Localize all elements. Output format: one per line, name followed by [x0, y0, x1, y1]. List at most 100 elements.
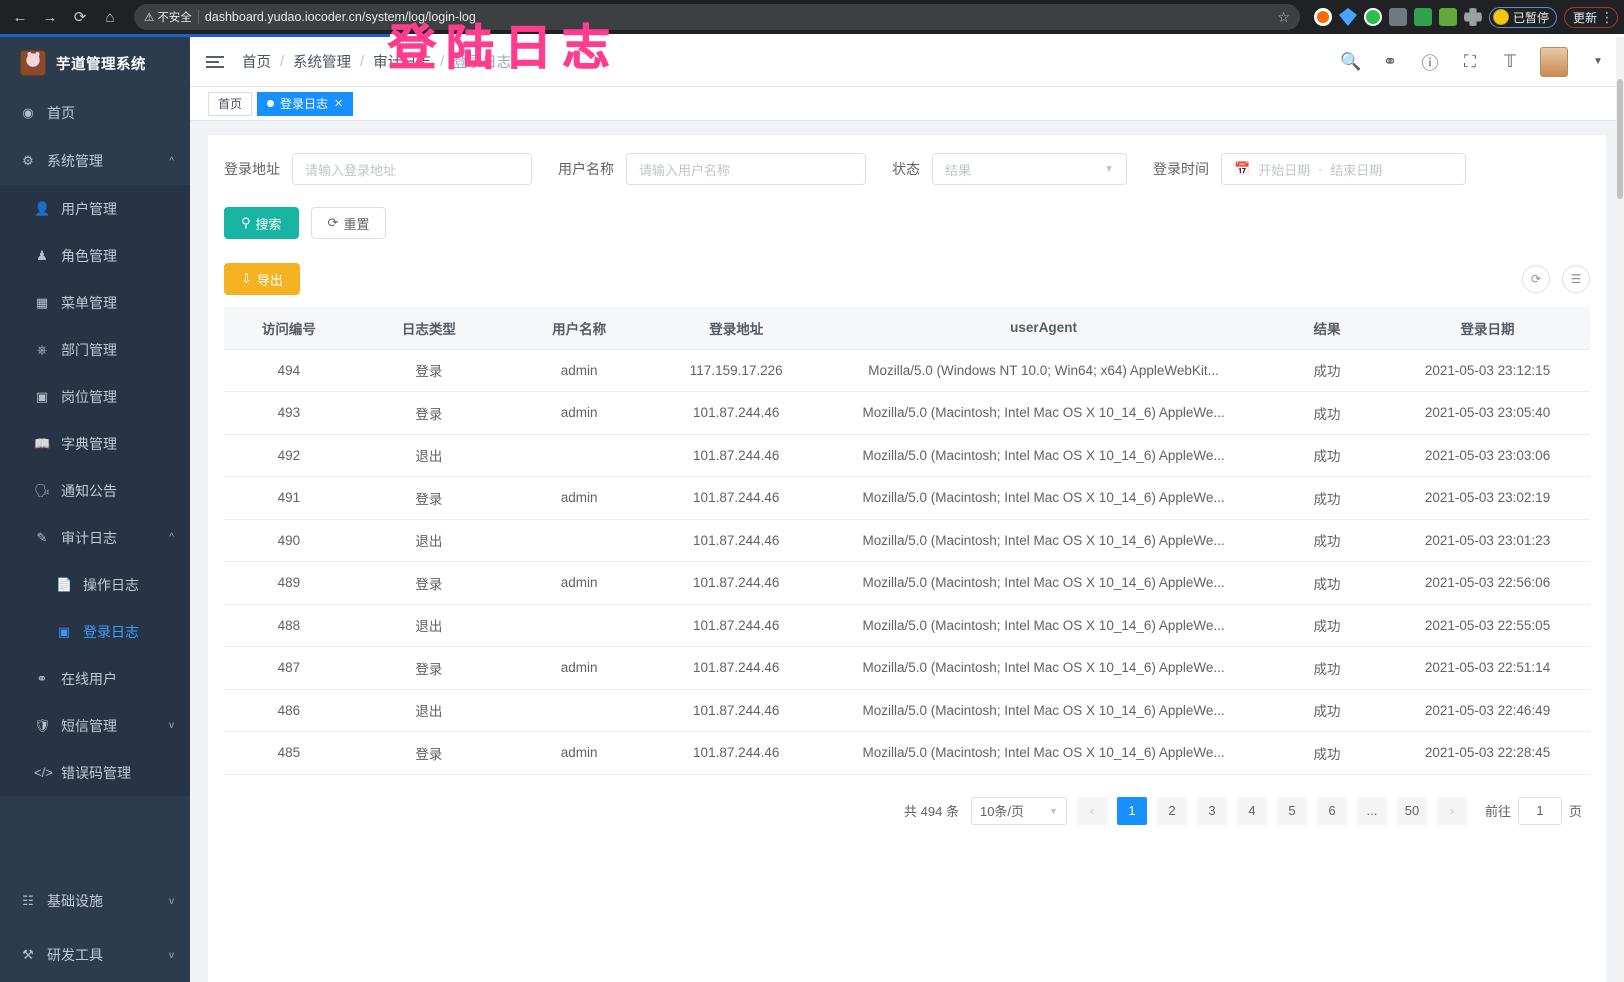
column-header-result[interactable]: 结果 [1268, 307, 1386, 350]
sidebar-item-error-codes[interactable]: </> 错误码管理 [0, 749, 190, 796]
page-button-5[interactable]: 5 [1276, 796, 1307, 825]
close-icon[interactable]: ✕ [334, 98, 344, 110]
github-icon[interactable]: ⚭ [1382, 51, 1398, 71]
cell-user: admin [504, 476, 655, 520]
filter-form: 登录地址 请输入登录地址 用户名称 请输入用户名称 状态 [224, 153, 1590, 185]
paused-status-badge[interactable]: 已暂停 [1488, 6, 1557, 28]
chevron-down-icon[interactable]: ▼ [1593, 56, 1603, 67]
shield-icon: 🛡 [34, 717, 51, 733]
sidebar-item-label: 错误码管理 [61, 764, 131, 781]
prev-page-button[interactable]: ‹ [1076, 796, 1107, 825]
forward-arrow-icon[interactable]: → [42, 8, 58, 26]
table-row[interactable]: 485 登录 admin 101.87.244.46 Mozilla/5.0 (… [224, 731, 1590, 775]
cell-date: 2021-05-03 22:55:05 [1385, 604, 1590, 647]
column-header-ip[interactable]: 登录地址 [654, 307, 819, 350]
table-row[interactable]: 492 退出 101.87.244.46 Mozilla/5.0 (Macint… [224, 434, 1590, 477]
warning-triangle-icon: ⚠ [144, 12, 155, 24]
sidebar-item-positions[interactable]: ▣ 岗位管理 [0, 373, 190, 420]
sidebar-item-audit-log[interactable]: ✎ 审计日志 ^ [0, 514, 190, 561]
sidebar-item-operation-log[interactable]: 📄 操作日志 [0, 561, 190, 608]
sidebar-item-home[interactable]: ◉ 首页 [0, 89, 190, 137]
sidebar-logo[interactable]: 芋道管理系统 [0, 37, 190, 89]
font-size-icon[interactable]: 𝕋 [1503, 51, 1517, 71]
sidebar-item-system[interactable]: ⚙ 系统管理 ^ [0, 137, 190, 185]
table-row[interactable]: 489 登录 admin 101.87.244.46 Mozilla/5.0 (… [224, 561, 1590, 605]
reload-icon[interactable]: ⟳ [73, 9, 87, 26]
address-bar[interactable]: ⚠ 不安全 dashboard.yudao.iocoder.cn/system/… [134, 4, 1300, 30]
extension-icon-bluebox[interactable] [1388, 8, 1407, 26]
page-button-50[interactable]: 50 [1396, 796, 1427, 825]
status-select[interactable]: 结果 ▼ [932, 153, 1127, 185]
breadcrumb-item-home[interactable]: 首页 [242, 55, 271, 71]
table-row[interactable]: 487 登录 admin 101.87.244.46 Mozilla/5.0 (… [224, 646, 1590, 690]
kebab-menu-icon[interactable]: ⋮ [1600, 8, 1614, 25]
page-scrollbar-track[interactable] [1616, 37, 1624, 982]
home-icon[interactable]: ⌂ [105, 8, 115, 26]
extension-icon-on[interactable] [1413, 8, 1432, 26]
page-button-2[interactable]: 2 [1156, 796, 1187, 825]
sidebar-item-menus[interactable]: ▦ 菜单管理 [0, 279, 190, 326]
sidebar-item-dictionary[interactable]: 📖 字典管理 [0, 420, 190, 467]
breadcrumb-item-system[interactable]: 系统管理 [293, 55, 352, 71]
sidebar-item-notices[interactable]: 🗣 通知公告 [0, 467, 190, 514]
jump-page-input[interactable] [1517, 796, 1562, 825]
table-row[interactable]: 490 退出 101.87.244.46 Mozilla/5.0 (Macint… [224, 519, 1590, 562]
gear-icon: ⚙ [22, 153, 34, 168]
extension-icon-diamond[interactable] [1338, 8, 1357, 26]
columns-circle-icon[interactable]: ☰ [1562, 265, 1590, 293]
table-row[interactable]: 494 登录 admin 117.159.17.226 Mozilla/5.0 … [224, 349, 1590, 392]
login-address-input[interactable]: 请输入登录地址 [292, 153, 532, 185]
page-button-1[interactable]: 1 [1116, 796, 1147, 825]
username-input[interactable]: 请输入用户名称 [626, 153, 866, 185]
table-row[interactable]: 486 退出 101.87.244.46 Mozilla/5.0 (Macint… [224, 689, 1590, 732]
table-row[interactable]: 493 登录 admin 101.87.244.46 Mozilla/5.0 (… [224, 391, 1590, 435]
sidebar-item-sms[interactable]: 🛡 短信管理 v [0, 702, 190, 749]
sidebar-item-infrastructure[interactable]: ☷ 基础设施 v [0, 874, 190, 928]
tab-login-log[interactable]: 登录日志 ✕ [257, 91, 354, 116]
column-header-date[interactable]: 登录日期 [1385, 307, 1590, 350]
column-header-type[interactable]: 日志类型 [353, 307, 505, 350]
page-button-4[interactable]: 4 [1236, 796, 1267, 825]
search-button[interactable]: ⚲ 搜索 [224, 207, 299, 239]
avatar[interactable] [1540, 46, 1568, 77]
back-arrow-icon[interactable]: ← [12, 8, 28, 26]
tab-home[interactable]: 首页 [208, 91, 253, 116]
page-ellipsis[interactable]: ... [1356, 796, 1387, 825]
sidebar-item-online-users[interactable]: ⚭ 在线用户 [0, 655, 190, 702]
help-icon[interactable]: ⓘ [1421, 54, 1439, 73]
cell-date: 2021-05-03 23:01:23 [1385, 519, 1590, 562]
page-size-select[interactable]: 10条/页 ▼ [970, 796, 1067, 825]
export-button[interactable]: ⇩ 导出 [224, 263, 300, 295]
sidebar-item-login-log[interactable]: ▣ 登录日志 [0, 608, 190, 655]
search-icon[interactable]: 🔍 [1340, 51, 1362, 71]
sidebar-item-roles[interactable]: ♟ 角色管理 [0, 232, 190, 279]
extension-icon-orange[interactable] [1313, 8, 1332, 26]
hamburger-icon[interactable] [206, 55, 224, 68]
bookmark-star-icon[interactable]: ☆ [1277, 8, 1290, 25]
table-row[interactable]: 488 退出 101.87.244.46 Mozilla/5.0 (Macint… [224, 604, 1590, 647]
page-button-3[interactable]: 3 [1196, 796, 1227, 825]
page-button-6[interactable]: 6 [1316, 796, 1347, 825]
login-time-range-picker[interactable]: 📅 开始日期 - 结束日期 [1221, 153, 1466, 185]
fullscreen-icon[interactable]: ⛶ [1464, 51, 1476, 71]
column-header-id[interactable]: 访问编号 [224, 307, 354, 350]
update-button[interactable]: 更新 ⋮ [1563, 6, 1618, 28]
next-page-button[interactable]: › [1436, 796, 1467, 825]
column-header-ua[interactable]: userAgent [818, 307, 1269, 350]
breadcrumb-item-audit[interactable]: 审计日志 [373, 55, 432, 71]
extension-icon-puzzle[interactable] [1463, 8, 1482, 26]
logo-avatar-icon [20, 50, 46, 76]
sidebar-item-users[interactable]: 👤 用户管理 [0, 185, 190, 232]
reset-button[interactable]: ⟳ 重置 [310, 207, 387, 239]
sidebar-item-label: 菜单管理 [61, 294, 117, 311]
page-scrollbar-thumb[interactable] [1617, 79, 1623, 199]
extension-icon-wechat[interactable] [1363, 8, 1382, 26]
edit-doc-icon: ✎ [36, 529, 48, 545]
refresh-circle-icon[interactable]: ⟳ [1522, 265, 1550, 293]
column-header-user[interactable]: 用户名称 [504, 307, 655, 350]
cell-type: 登录 [353, 391, 505, 435]
sidebar-item-dev-tools[interactable]: ⚒ 研发工具 v [0, 928, 190, 982]
table-row[interactable]: 491 登录 admin 101.87.244.46 Mozilla/5.0 (… [224, 476, 1590, 520]
sidebar-item-departments[interactable]: ⎈ 部门管理 [0, 326, 190, 373]
extension-icon-green[interactable] [1438, 8, 1457, 26]
